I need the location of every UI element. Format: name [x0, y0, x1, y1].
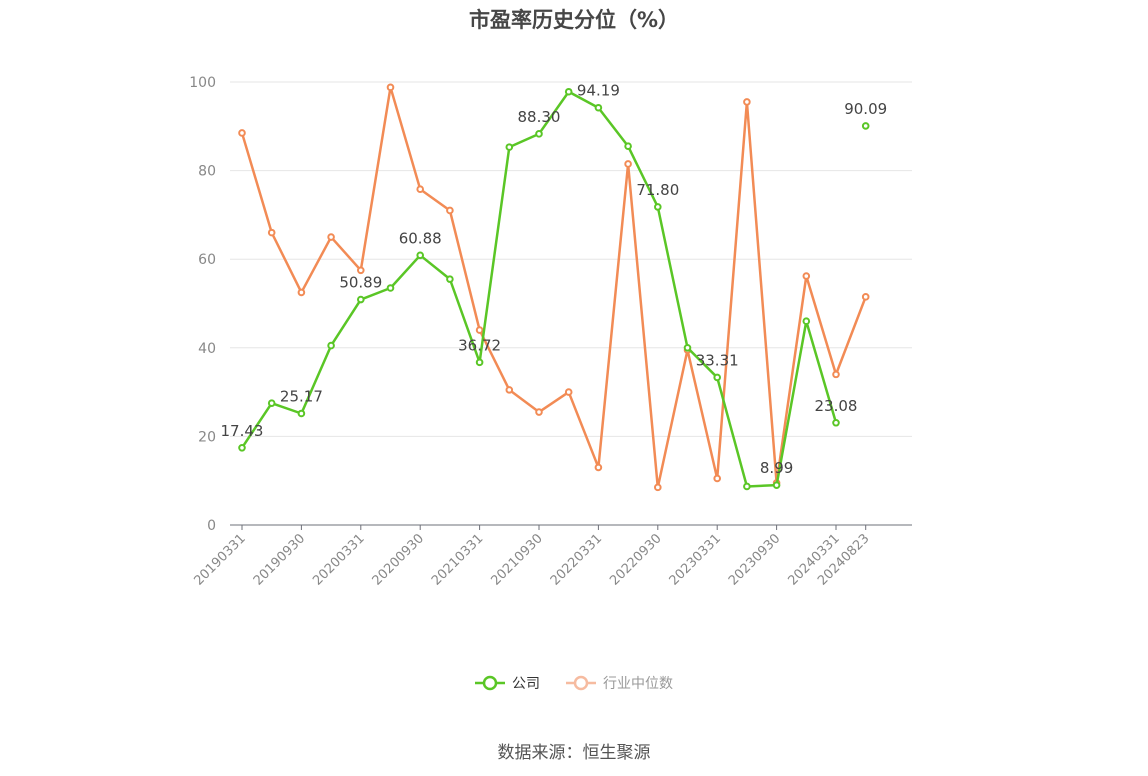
data-point-company[interactable] — [535, 130, 543, 138]
x-tick-label: 20200930 — [370, 531, 427, 588]
data-point-industry[interactable] — [267, 228, 276, 237]
y-tick-label: 20 — [198, 429, 216, 445]
data-point-industry[interactable] — [832, 370, 840, 379]
data-point-company[interactable] — [267, 399, 276, 407]
x-tick-label: 20190930 — [251, 531, 308, 588]
x-tick-label: 20220930 — [607, 531, 664, 588]
y-tick-label: 40 — [198, 341, 216, 357]
data-point-company[interactable] — [683, 344, 692, 352]
x-tick-label: 20230930 — [726, 531, 783, 588]
data-point-company[interactable] — [832, 418, 840, 427]
y-tick-label: 100 — [189, 75, 216, 91]
data-point-company[interactable] — [475, 358, 484, 367]
data-label: 25.17 — [280, 387, 323, 405]
data-point-company[interactable] — [861, 122, 870, 130]
data-point-industry[interactable] — [624, 160, 632, 168]
x-tick-label: 20210331 — [429, 531, 486, 588]
data-point-industry[interactable] — [743, 98, 751, 106]
data-point-company[interactable] — [802, 317, 811, 326]
data-point-company[interactable] — [772, 481, 781, 489]
data-point-company[interactable] — [416, 251, 425, 260]
data-point-industry[interactable] — [505, 386, 514, 394]
data-point-company[interactable] — [505, 143, 514, 151]
data-point-industry[interactable] — [535, 408, 543, 416]
x-tick-label: 20220331 — [548, 531, 605, 588]
data-point-industry[interactable] — [327, 233, 335, 241]
data-point-industry[interactable] — [357, 266, 365, 275]
data-point-company[interactable] — [238, 443, 246, 452]
series-line-company — [240, 90, 838, 488]
legend-industry-icon — [566, 675, 596, 691]
data-point-company[interactable] — [594, 103, 603, 112]
x-tick-label: 20190331 — [191, 531, 248, 588]
data-point-company[interactable] — [743, 482, 751, 491]
data-point-industry[interactable] — [446, 206, 454, 215]
data-label: 23.08 — [815, 397, 858, 415]
x-tick-label: 20210930 — [488, 531, 545, 588]
legend-label-industry: 行业中位数 — [603, 676, 673, 692]
data-point-industry[interactable] — [861, 293, 870, 301]
y-tick-label: 60 — [198, 252, 216, 268]
data-point-industry[interactable] — [654, 483, 662, 492]
chart-title: 市盈率历史分位（%） — [468, 8, 680, 32]
data-label: 90.09 — [844, 100, 887, 118]
data-labels: 17.43 25.17 50.89 60.88 36.72 88.30 94.19 71.80… — [221, 82, 888, 477]
data-point-industry[interactable] — [594, 463, 603, 472]
legend: 公司 行业中位数 — [0, 673, 1148, 693]
data-point-company[interactable] — [446, 275, 454, 283]
data-point-company[interactable] — [386, 284, 395, 292]
source-label: 数据来源：恒生聚源 — [497, 743, 651, 763]
data-point-industry[interactable] — [564, 388, 573, 396]
data-point-industry[interactable] — [713, 474, 722, 483]
data-point-industry[interactable] — [297, 288, 306, 297]
data-label: 36.72 — [458, 336, 501, 354]
data-point-company[interactable] — [564, 87, 573, 96]
data-label: 17.43 — [221, 422, 264, 440]
x-tick-label: 20200331 — [310, 531, 367, 588]
legend-label-company: 公司 — [512, 676, 540, 692]
data-label: 60.88 — [399, 229, 442, 247]
data-point-company[interactable] — [297, 409, 306, 418]
grid-lines — [230, 81, 912, 437]
series-lines — [238, 83, 870, 492]
legend-company-icon — [475, 675, 505, 691]
legend-item-company[interactable]: 公司 — [475, 673, 540, 693]
data-label: 71.80 — [636, 181, 679, 199]
y-tick-label: 0 — [207, 518, 216, 534]
data-label: 88.30 — [518, 108, 561, 126]
series-line-industry — [240, 86, 867, 489]
x-tick-label: 20230331 — [667, 531, 724, 588]
data-label: 50.89 — [339, 274, 382, 292]
data-point-industry[interactable] — [475, 326, 484, 334]
data-point-industry[interactable] — [238, 129, 246, 137]
y-tick-label: 80 — [198, 164, 216, 180]
data-point-company[interactable] — [713, 373, 722, 382]
data-point-industry[interactable] — [416, 185, 425, 194]
data-point-company[interactable] — [327, 341, 335, 350]
data-point-company[interactable] — [357, 295, 365, 304]
data-label: 94.19 — [577, 82, 620, 100]
data-point-company[interactable] — [624, 142, 632, 151]
data-point-industry[interactable] — [386, 83, 395, 92]
data-point-industry[interactable] — [802, 272, 811, 280]
data-label: 8.99 — [760, 459, 793, 477]
legend-item-industry[interactable]: 行业中位数 — [566, 673, 673, 693]
data-label: 33.31 — [696, 351, 739, 369]
data-point-company[interactable] — [654, 203, 662, 211]
